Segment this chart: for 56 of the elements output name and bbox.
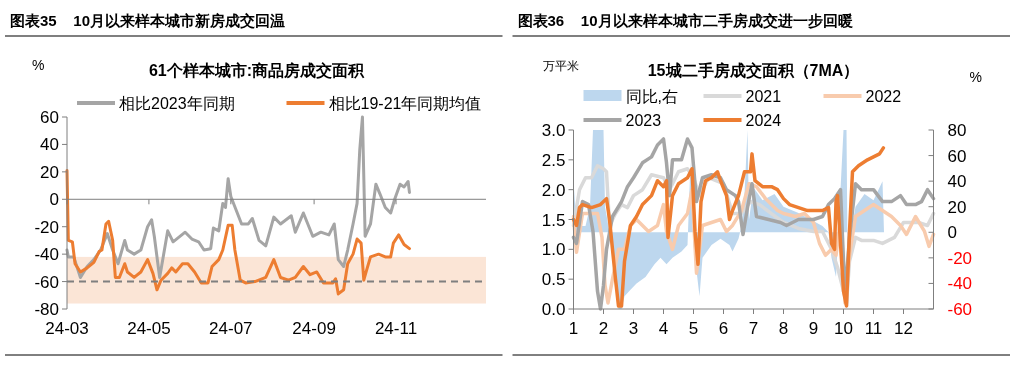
x-tick-label: 1 (568, 319, 579, 338)
y-tick-label: 1.0 (541, 240, 566, 260)
y2-tick-label: 20 (947, 197, 967, 217)
y2-tick-label: -20 (947, 248, 973, 268)
x-tick-label: 24-05 (127, 319, 171, 338)
y-tick-label: -60 (34, 272, 59, 292)
y-axis-title: % (32, 57, 45, 73)
y-tick-label: 1.5 (541, 210, 566, 230)
y-tick-label: 40 (40, 135, 59, 155)
y2-axis-title: % (969, 69, 982, 85)
y-tick-label: -80 (34, 300, 59, 319)
y2-tick-label: 60 (947, 146, 967, 166)
x-tick-label: 24-09 (292, 319, 336, 338)
legend-label: 2021 (745, 88, 782, 105)
y-tick-label: -20 (34, 217, 59, 237)
line-series (65, 168, 411, 296)
x-tick-label: 3 (628, 319, 639, 338)
x-tick-label: 2 (598, 319, 609, 338)
y2-tick-label: -40 (947, 274, 973, 294)
text: 图表36 10月以来样本城市二手房成交进一步回暖 (517, 12, 853, 29)
legend-label: 相比19-21年同期均值 (328, 95, 482, 112)
x-tick-label: 8 (778, 319, 789, 338)
legend-label: 2022 (865, 88, 902, 105)
x-tick-label: 9 (808, 319, 819, 338)
x-tick-label: 6 (718, 319, 729, 338)
legend-label: 2023 (625, 112, 662, 129)
x-tick-label: 12 (894, 319, 913, 338)
x-tick-label: 24-07 (209, 319, 253, 338)
y2-tick-label: -60 (947, 300, 973, 319)
y-tick-label: -40 (34, 245, 59, 265)
x-tick-label: 7 (748, 319, 759, 338)
y2-tick-label: 80 (947, 121, 967, 140)
legend-label: 2024 (745, 112, 782, 129)
chart-title: 61个样本城市:商品房成交面积 (148, 61, 366, 79)
y2-tick-label: 0 (947, 223, 957, 243)
x-tick-label: 11 (864, 319, 883, 338)
x-tick-label: 10 (834, 319, 853, 338)
y-tick-label: 60 (40, 108, 59, 127)
y-tick-label: 0.0 (541, 300, 566, 319)
line-series (65, 115, 411, 279)
x-tick-label: 5 (688, 319, 699, 338)
y-tick-label: 20 (40, 162, 59, 182)
x-tick-label: 24-11 (374, 319, 418, 338)
y-tick-label: 2.5 (541, 150, 566, 170)
chart-title: 15城二手房成交面积（7MA） (647, 61, 860, 80)
legend-label: 相比2023年同期 (119, 95, 235, 112)
y-tick-label: 3.0 (541, 121, 566, 140)
y-tick-label: 0.5 (541, 270, 566, 290)
y2-tick-label: 40 (947, 172, 967, 192)
y-axis-title: 万平米 (542, 59, 579, 73)
text: 图表35 10月以来样本城市新房成交回温 (10, 12, 286, 29)
y-tick-label: 0 (49, 190, 59, 210)
legend-label: 同比,右 (625, 88, 678, 105)
y-tick-label: 2.0 (541, 180, 566, 200)
x-tick-label: 4 (658, 319, 669, 338)
x-tick-label: 24-03 (45, 319, 89, 338)
